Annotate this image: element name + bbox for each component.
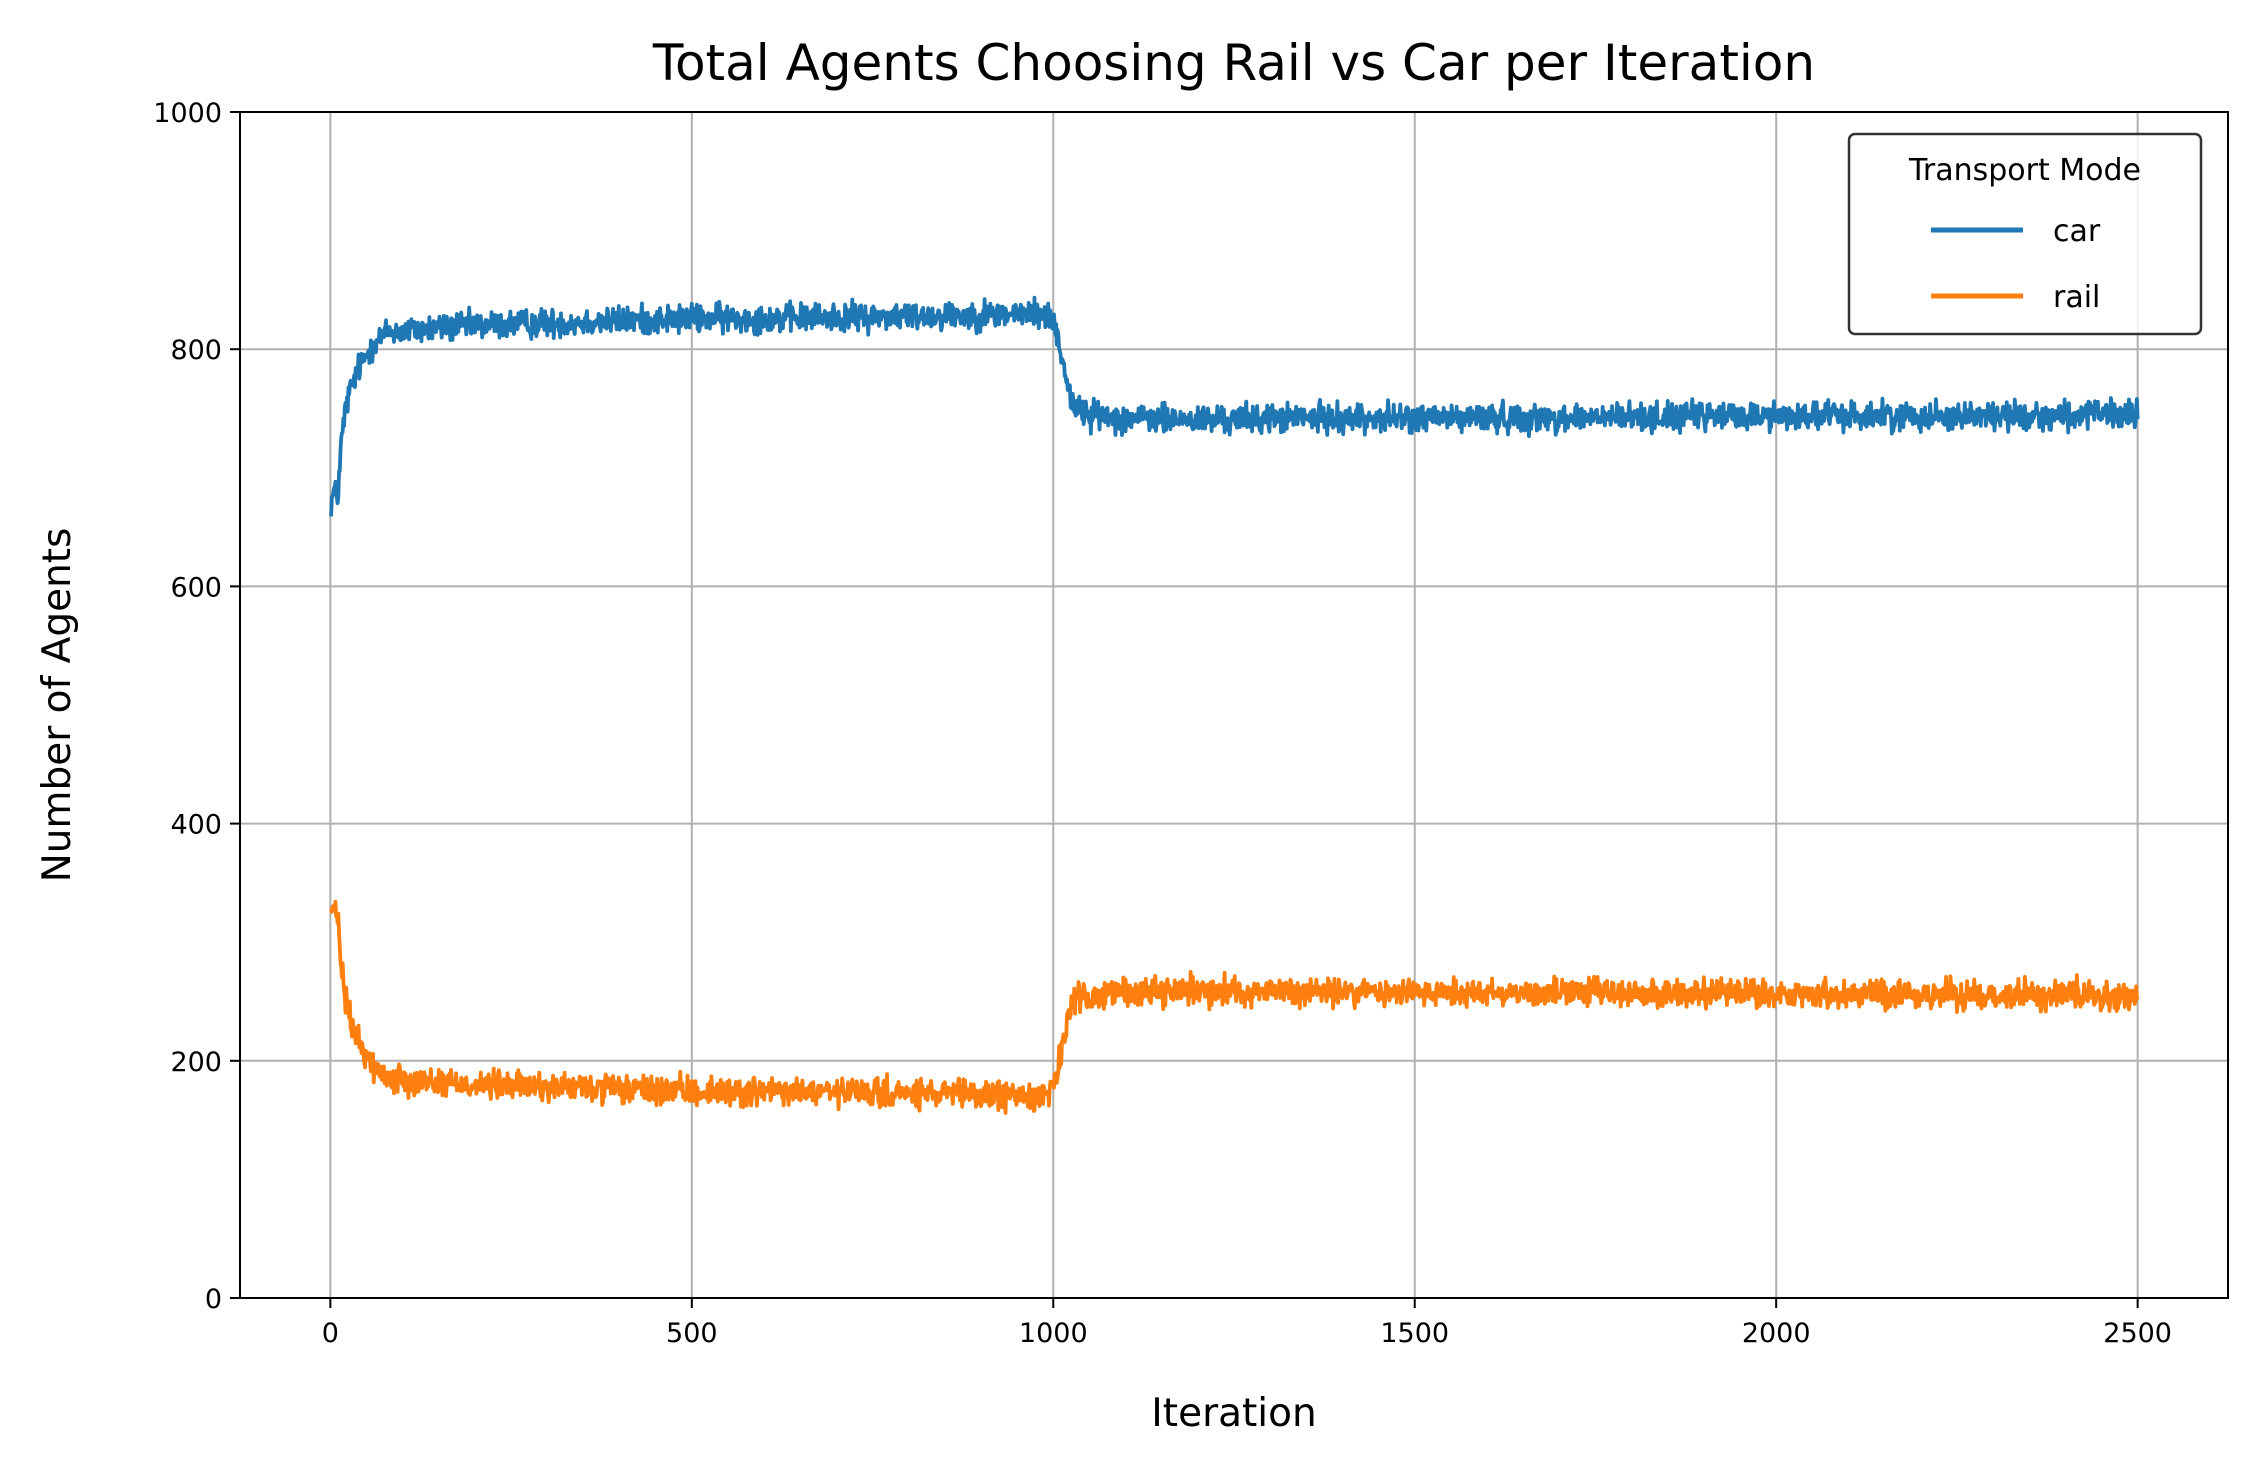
x-tick-label: 1500 (1380, 1318, 1449, 1349)
tick-marks (230, 111, 2139, 1308)
y-tick-label: 400 (170, 810, 222, 841)
x-tick-label: 500 (666, 1318, 718, 1349)
legend-title: Transport Mode (1908, 153, 2141, 188)
y-tick-label: 600 (170, 572, 222, 603)
chart-title: Total Agents Choosing Rail vs Car per It… (652, 34, 1815, 92)
series-line-car (329, 295, 2140, 517)
y-tick-label: 800 (170, 335, 222, 366)
legend-label-car: car (2053, 214, 2101, 249)
y-tick-label: 1000 (153, 98, 222, 129)
legend-label-rail: rail (2053, 280, 2100, 315)
legend: Transport Mode car rail (1847, 132, 2203, 336)
y-tick-label: 0 (205, 1284, 222, 1315)
y-axis-label: Number of Agents (35, 528, 80, 883)
y-tick-label: 200 (170, 1047, 222, 1078)
x-tick-label: 0 (322, 1318, 339, 1349)
x-tick-label: 1000 (1019, 1318, 1088, 1349)
x-tick-label: 2500 (2103, 1318, 2172, 1349)
series-lines (329, 295, 2140, 1115)
axes-frame (239, 111, 2229, 1299)
x-axis-label: Iteration (1151, 1391, 1316, 1436)
legend-box (1847, 132, 2203, 336)
series-line-rail (329, 899, 2140, 1115)
tick-labels: 0 500 1000 1500 2000 2500 0 200 400 600 800 1000 (153, 98, 2172, 1349)
x-tick-label: 2000 (1742, 1318, 1811, 1349)
